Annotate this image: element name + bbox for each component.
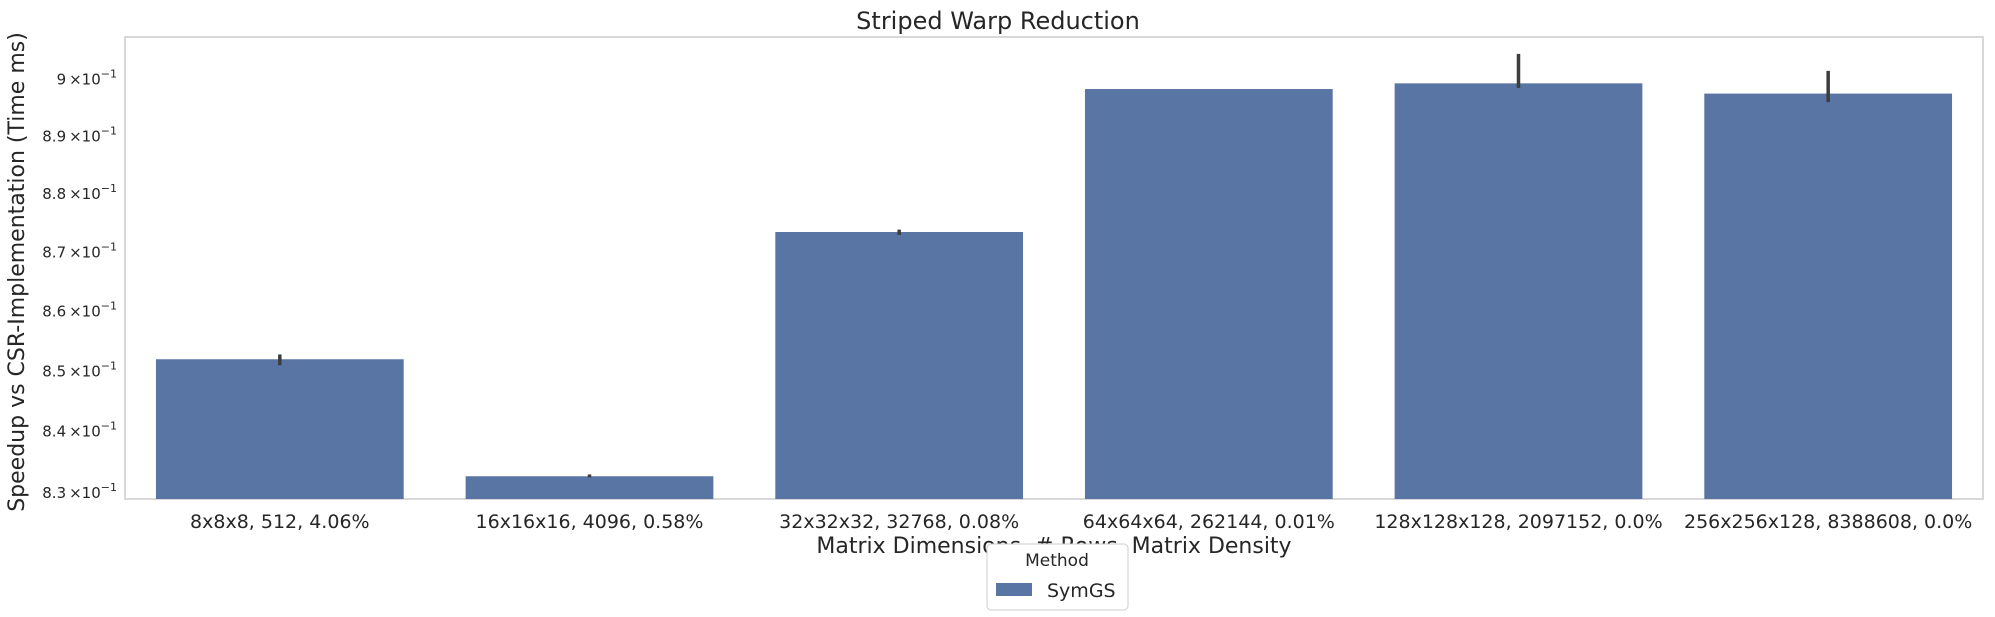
legend-swatch bbox=[996, 583, 1032, 596]
x-axis-ticks: 8x8x8, 512, 4.06% 16x16x16, 4096, 0.58% 32… bbox=[190, 511, 1972, 533]
x-tick-label: 32x32x32, 32768, 0.08% bbox=[779, 511, 1019, 533]
bar bbox=[775, 231, 1024, 499]
y-tick-label: 8.8 ×10−1 bbox=[42, 182, 117, 203]
bar bbox=[465, 476, 714, 499]
bar bbox=[1394, 83, 1643, 499]
bars bbox=[155, 83, 1953, 499]
x-tick-label: 8x8x8, 512, 4.06% bbox=[190, 511, 370, 533]
bar bbox=[1084, 89, 1333, 499]
x-tick-label: 256x256x128, 8388608, 0.0% bbox=[1684, 511, 1972, 533]
bar bbox=[155, 359, 404, 499]
y-tick-label: 8.7 ×10−1 bbox=[42, 240, 117, 261]
x-tick-label: 64x64x64, 262144, 0.01% bbox=[1083, 511, 1335, 533]
legend-title: Method bbox=[1025, 551, 1089, 571]
chart-title: Striped Warp Reduction bbox=[856, 7, 1140, 35]
error-bars bbox=[278, 53, 1830, 478]
y-axis-label: Speedup vs CSR-Implementation (Time ms) bbox=[5, 32, 30, 512]
plot-frame bbox=[124, 36, 1984, 500]
x-tick-label: 16x16x16, 4096, 0.58% bbox=[476, 511, 704, 533]
y-tick-label: 8.9 ×10−1 bbox=[42, 124, 117, 145]
x-tick-label: 128x128x128, 2097152, 0.0% bbox=[1374, 511, 1662, 533]
bar bbox=[1704, 93, 1953, 499]
y-tick-label: 8.3 ×10−1 bbox=[42, 481, 117, 502]
legend: Method SymGS bbox=[986, 543, 1129, 611]
y-tick-label: 8.4 ×10−1 bbox=[42, 420, 117, 441]
y-axis-ticks: 8.3 ×10−1 8.4 ×10−1 8.5 ×10−1 8.6 ×10−1 8.7 … bbox=[42, 67, 117, 501]
legend-label-symgs: SymGS bbox=[1047, 580, 1116, 602]
y-tick-label: 8.6 ×10−1 bbox=[42, 300, 117, 321]
y-tick-label: 9 ×10−1 bbox=[57, 67, 117, 88]
y-tick-label: 8.5 ×10−1 bbox=[42, 359, 117, 380]
